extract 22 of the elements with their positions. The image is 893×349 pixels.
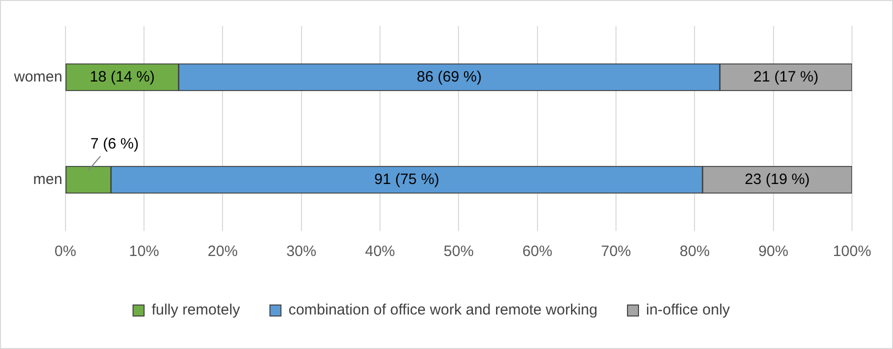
x-tick-label: 30% [286,243,316,260]
x-tick-label: 60% [522,243,552,260]
legend-label: fully remotely [152,302,240,319]
x-tick-label: 10% [129,243,160,260]
legend-label: combination of office work and remote working [288,302,598,319]
x-tick-label: 0% [54,243,76,260]
y-tick-label: men [33,170,62,188]
data-label: 23 (19 %) [744,170,810,188]
data-label: 7 (6 %) [90,135,139,152]
x-tick-label: 80% [680,243,710,260]
data-label: 18 (14 %) [90,68,155,86]
x-tick-label: 100% [832,243,872,260]
data-label: 91 (75 %) [374,170,440,188]
data-label: 21 (17 %) [753,68,818,86]
x-tick-label: 90% [758,243,788,260]
x-tick-label: 70% [600,243,632,260]
legend-label: in-office only [646,302,730,319]
x-tick-label: 50% [444,243,474,260]
x-tick-label: 20% [208,243,238,260]
y-tick-label: women [12,68,62,86]
x-tick-label: 40% [364,243,396,260]
data-label: 86 (69 %) [416,68,482,86]
